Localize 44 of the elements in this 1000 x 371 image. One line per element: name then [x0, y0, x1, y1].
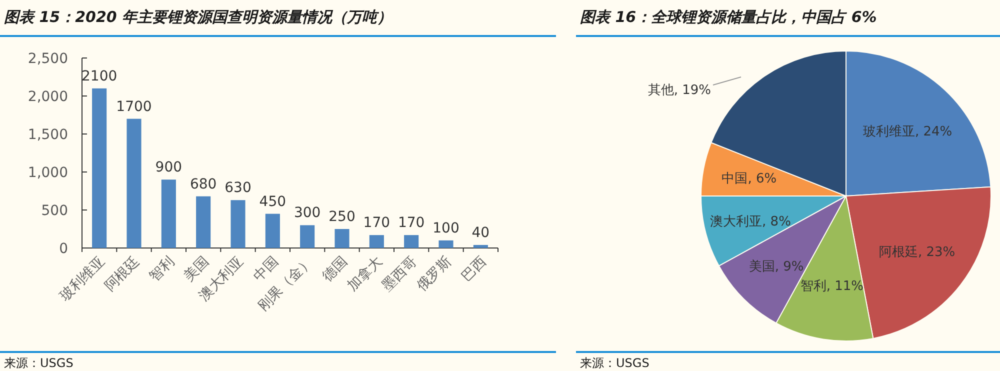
- slice-label: 澳大利亚, 8%: [710, 214, 791, 230]
- data-label: 100: [432, 220, 460, 236]
- data-label: 450: [259, 194, 286, 210]
- y-tick-label: 1,500: [28, 127, 68, 143]
- bar: [473, 244, 488, 248]
- y-tick-label: 500: [41, 203, 68, 219]
- slice-label: 玻利维亚, 24%: [862, 124, 952, 140]
- data-label: 300: [294, 205, 321, 222]
- bar: [265, 214, 280, 248]
- y-tick-label: 2,000: [28, 89, 68, 105]
- slice-label: 其他, 19%: [648, 83, 711, 98]
- y-tick-label: 2,500: [28, 51, 68, 67]
- data-label: 1700: [116, 98, 152, 115]
- data-label: 630: [224, 180, 252, 196]
- bar: [196, 196, 211, 248]
- slice-label: 阿根廷, 23%: [878, 245, 956, 260]
- bar: [438, 240, 454, 248]
- x-tick-label: 中国: [250, 254, 282, 285]
- slice-label: 智利, 11%: [800, 278, 864, 294]
- bar: [404, 235, 419, 248]
- data-label: 170: [398, 215, 425, 232]
- bar: [369, 235, 384, 248]
- data-label: 2100: [82, 68, 118, 84]
- data-label: 680: [190, 176, 217, 192]
- source-note: 来源：USGS: [580, 356, 650, 370]
- source-note: 来源：USGS: [4, 356, 74, 370]
- slice-label: 美国, 9%: [748, 260, 804, 275]
- bar: [161, 180, 176, 248]
- data-label: 250: [328, 209, 356, 225]
- data-label: 170: [363, 215, 390, 232]
- y-tick-label: 0: [59, 241, 68, 257]
- chart-title: 图表 16：全球锂资源储量占比，中国占 6%: [580, 8, 877, 26]
- bar: [126, 118, 142, 248]
- bar: [92, 88, 107, 248]
- x-tick-label: 巴西: [458, 254, 490, 285]
- data-label: 40: [472, 224, 490, 241]
- slice-label: 中国, 6%: [722, 172, 777, 187]
- bar: [300, 225, 315, 248]
- data-label: 900: [155, 160, 182, 176]
- y-tick-label: 1,000: [28, 165, 68, 181]
- x-tick-label: 智利: [146, 254, 178, 285]
- chart-title: 图表 15：2020 年主要锂资源国查明资源量情况（万吨）: [4, 8, 392, 26]
- bar: [334, 229, 350, 248]
- bar: [230, 200, 246, 248]
